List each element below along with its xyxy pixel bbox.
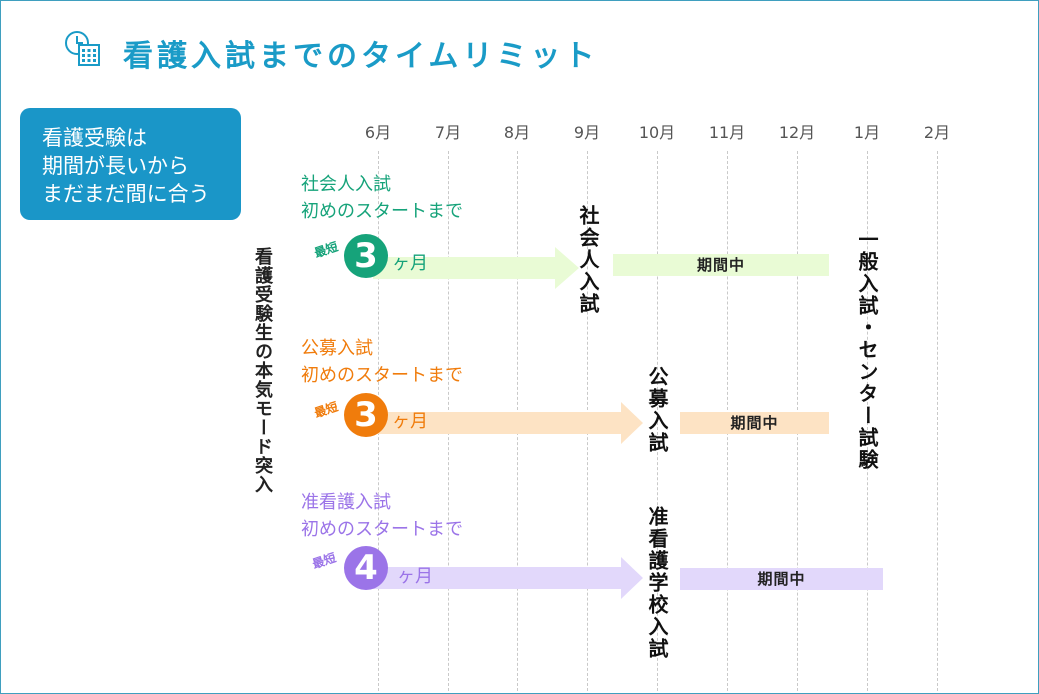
timeline-arrow bbox=[373, 247, 579, 289]
period-bar: 期間中 bbox=[680, 412, 829, 434]
exam-label-shakaijin: 社会人入試 bbox=[576, 205, 600, 315]
month-label: 8月 bbox=[503, 123, 531, 142]
grid-line bbox=[867, 151, 868, 691]
months-unit: ヶ月 bbox=[392, 411, 428, 432]
timeline-arrow bbox=[373, 402, 643, 444]
month-label: 7月 bbox=[434, 123, 462, 142]
shortest-tag: 最短 bbox=[312, 399, 340, 421]
months-count-badge: 3 bbox=[344, 393, 388, 437]
period-bar: 期間中 bbox=[680, 568, 883, 590]
months-unit: ヶ月 bbox=[397, 566, 433, 587]
month-label: 9月 bbox=[573, 123, 601, 142]
months-count-badge: 3 bbox=[344, 234, 388, 278]
months-unit: ヶ月 bbox=[392, 253, 428, 274]
page-title: 看護入試までのタイムリミット bbox=[123, 39, 599, 74]
callout-box: 看護受験は 期間が長いから まだまだ間に合う bbox=[20, 108, 241, 220]
track-title-line: 准看護入試 bbox=[301, 492, 391, 513]
track-title-line: 初めのスタートまで bbox=[301, 365, 463, 386]
month-label: 2月 bbox=[923, 123, 951, 142]
grid-line bbox=[937, 151, 938, 691]
month-label: 1月 bbox=[853, 123, 881, 142]
shortest-tag: 最短 bbox=[310, 550, 338, 572]
grid-line bbox=[657, 151, 658, 691]
track-title-line: 公募入試 bbox=[301, 338, 373, 359]
exam-label-junkango: 准看護学校入試 bbox=[645, 506, 669, 660]
month-label: 12月 bbox=[778, 123, 816, 142]
months-count-badge: 4 bbox=[344, 546, 388, 590]
exam-label-general-center: 一般入試・センター試験 bbox=[855, 229, 879, 471]
shortest-tag: 最短 bbox=[312, 239, 340, 261]
month-label: 11月 bbox=[708, 123, 746, 142]
track-title-line: 初めのスタートまで bbox=[301, 201, 463, 222]
callout-line: 看護受験は bbox=[42, 126, 147, 150]
callout-line: まだまだ間に合う bbox=[42, 182, 210, 206]
calendar-clock-icon bbox=[65, 31, 100, 66]
timeline-arrow bbox=[373, 557, 643, 599]
callout-line: 期間が長いから bbox=[42, 154, 189, 178]
track-title-shakaijin: 社会人入試 初めのスタートまで bbox=[301, 171, 463, 225]
track-title-junkango: 准看護入試 初めのスタートまで bbox=[301, 489, 463, 543]
track-title-line: 社会人入試 bbox=[301, 174, 391, 195]
month-label: 6月 bbox=[364, 123, 392, 142]
period-bar: 期間中 bbox=[613, 254, 829, 276]
exam-label-koubo: 公募入試 bbox=[645, 366, 669, 454]
track-title-koubo: 公募入試 初めのスタートまで bbox=[301, 335, 463, 389]
track-title-line: 初めのスタートまで bbox=[301, 519, 463, 540]
side-label: 看護受験生の本気モード突入 bbox=[252, 247, 273, 494]
month-label: 10月 bbox=[638, 123, 676, 142]
